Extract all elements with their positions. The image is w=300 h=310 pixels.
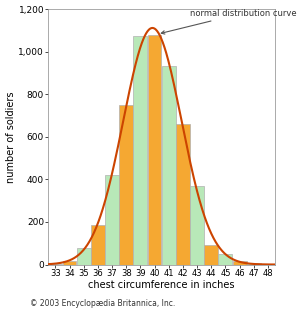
Bar <box>232 261 247 264</box>
Bar <box>63 261 76 264</box>
Bar <box>134 36 147 264</box>
Bar <box>218 254 232 264</box>
Bar <box>77 248 91 264</box>
Bar <box>119 105 133 264</box>
Y-axis label: number of soldiers: number of soldiers <box>6 91 16 183</box>
Bar <box>105 175 119 264</box>
Bar <box>148 35 161 264</box>
Bar <box>247 263 261 264</box>
Bar <box>91 225 105 264</box>
Bar <box>190 186 204 264</box>
Bar <box>204 245 218 264</box>
Text: normal distribution curve: normal distribution curve <box>161 9 297 34</box>
Bar <box>176 124 190 264</box>
Text: © 2003 Encyclopædia Britannica, Inc.: © 2003 Encyclopædia Britannica, Inc. <box>30 299 175 308</box>
X-axis label: chest circumference in inches: chest circumference in inches <box>88 281 235 290</box>
Bar <box>162 66 176 264</box>
